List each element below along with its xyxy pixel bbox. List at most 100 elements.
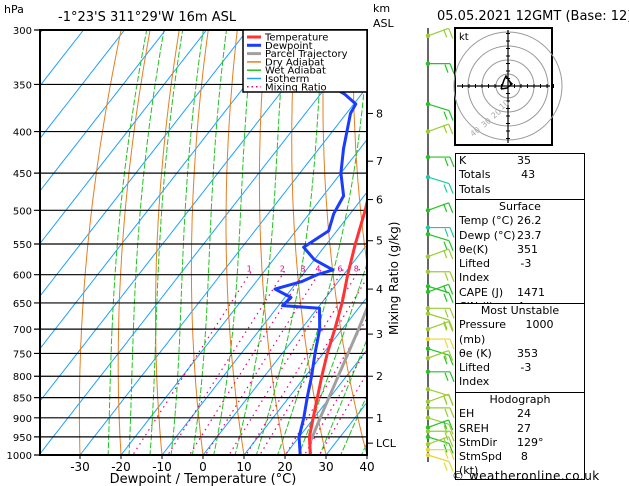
pressure-tick-label: 850 <box>13 394 32 405</box>
temperature-curve <box>307 195 367 455</box>
wind-barb-flag <box>443 444 448 453</box>
pressure-tick-label: 800 <box>13 372 32 383</box>
wind-barb <box>425 284 454 303</box>
index-label: StmDir <box>459 435 498 449</box>
dry-adiabat-line <box>258 30 286 455</box>
dewpoint-curve <box>273 30 358 455</box>
wind-barb-flag <box>448 393 454 405</box>
wet-adiabat-line <box>149 30 184 455</box>
wind-barb-shaft <box>427 176 450 185</box>
isotherm-line <box>40 30 249 297</box>
isotherm-line <box>40 33 367 455</box>
pressure-tick-label: 750 <box>13 349 32 360</box>
legend-label: Dewpoint <box>265 41 313 52</box>
wet-adiabat-line <box>277 48 367 455</box>
isotherm-line <box>40 30 208 245</box>
height-tick-label: 1 <box>376 412 383 425</box>
pressure-tick-label: 300 <box>13 26 32 37</box>
wind-barb-shaft <box>427 436 449 445</box>
wind-barb <box>425 123 454 135</box>
wind-barb <box>425 269 455 282</box>
height-unit-km: km <box>373 2 390 15</box>
wind-barb-flag <box>443 285 448 294</box>
hodo-row: SREH 27 <box>456 422 584 436</box>
wind-barb-flag <box>443 420 448 430</box>
copyright-footer: © weatheronline.co.uk <box>452 469 600 483</box>
index-value: -3 <box>520 257 532 271</box>
mixing-ratio-line <box>167 268 287 455</box>
sounding-curves <box>273 30 367 455</box>
wet-adiabat-line <box>340 393 367 455</box>
wind-barb-flag <box>448 321 454 332</box>
height-tick-label: 4 <box>376 283 383 296</box>
wind-barb-shaft <box>427 313 450 321</box>
index-label: Lifted Index <box>459 257 490 285</box>
wind-barb-flag <box>448 183 454 194</box>
x-tick-label: -10 <box>152 460 172 474</box>
wet-adiabat-line <box>298 261 367 455</box>
wind-barb-flag <box>444 408 449 418</box>
index-value: 24 <box>517 407 531 421</box>
wind-barb-dot <box>425 284 431 289</box>
wind-barb <box>425 202 454 213</box>
wind-barb <box>425 306 455 319</box>
index-value: 1471 <box>517 285 545 299</box>
pressure-tick-label: 550 <box>13 240 32 251</box>
wind-barb-flag <box>443 249 448 259</box>
wind-barb <box>425 346 454 366</box>
height-tick-label: 6 <box>376 194 383 207</box>
index-label: θe (K) <box>459 346 492 360</box>
wind-barb-flag <box>448 292 454 303</box>
wind-barb-dot <box>425 415 431 421</box>
wind-barb-flag <box>449 308 455 319</box>
wet-adiabat-line <box>213 30 254 455</box>
mu-row: Pressure (mb) 1000 <box>456 318 584 347</box>
mixing-ratio-label: 8 <box>354 265 359 274</box>
wind-barb-shaft <box>427 320 449 330</box>
wind-barb-flag <box>443 111 448 120</box>
wind-barb-flag <box>449 156 455 168</box>
index-value: 35 <box>517 154 531 167</box>
legend-label: Dry Adiabat <box>265 57 324 68</box>
wind-barb <box>425 447 455 460</box>
wind-barb-flag <box>449 63 455 74</box>
wind-barb-flag <box>444 339 449 349</box>
pressure-tick-label: 900 <box>13 414 32 425</box>
background-lines <box>40 30 367 455</box>
index-label: Totals Totals <box>459 168 491 196</box>
pressure-tick-label: 500 <box>13 206 32 217</box>
mu-row: Lifted Index -3 <box>456 361 584 390</box>
wind-barb-shaft <box>427 123 449 133</box>
legend-label: Temperature <box>264 33 328 44</box>
wind-barb-flag <box>448 110 454 121</box>
wind-barb <box>425 436 454 447</box>
legend-label: Mixing Ratio <box>265 82 327 93</box>
wet-adiabat-line <box>128 30 165 455</box>
wind-barb-flag <box>443 395 448 404</box>
index-label: EH <box>459 407 475 421</box>
pressure-tick-label: 650 <box>13 299 32 310</box>
hodo-row: EH 24 <box>456 407 584 421</box>
mixing-ratio-line <box>259 277 367 455</box>
pressure-tick-label: 450 <box>13 169 32 180</box>
x-tick-label: 40 <box>359 460 374 474</box>
height-tick-label: 3 <box>376 328 383 341</box>
wind-barb-flag <box>449 271 455 282</box>
hodograph-indices-title: Hodograph <box>489 393 551 406</box>
hodograph-indices-panel: Hodograph EH 24 SREH 27 StmDir 129° StmSpd … <box>455 392 585 480</box>
isotherm-line <box>40 30 167 192</box>
surface-row: CAPE (J) 1471 <box>456 286 584 300</box>
surface-title: Surface <box>499 200 541 213</box>
wind-barb <box>425 320 454 332</box>
wet-adiabat-line <box>107 30 148 455</box>
temperature-axis: -30 -20 -10 0 10 20 30 40 <box>70 455 375 474</box>
hodo-row: StmDir 129° <box>456 436 584 450</box>
wind-barb-flag <box>449 338 455 350</box>
legend-label: Parcel Trajectory <box>265 49 348 60</box>
wind-barb-flag <box>448 202 454 213</box>
hodograph-unit-label: kt <box>459 32 469 43</box>
wind-barb <box>425 311 454 331</box>
pressure-tick-label: 950 <box>13 433 32 444</box>
wind-barb-flag <box>443 241 448 250</box>
surface-row: Temp (°C) 26.2 <box>456 214 584 228</box>
